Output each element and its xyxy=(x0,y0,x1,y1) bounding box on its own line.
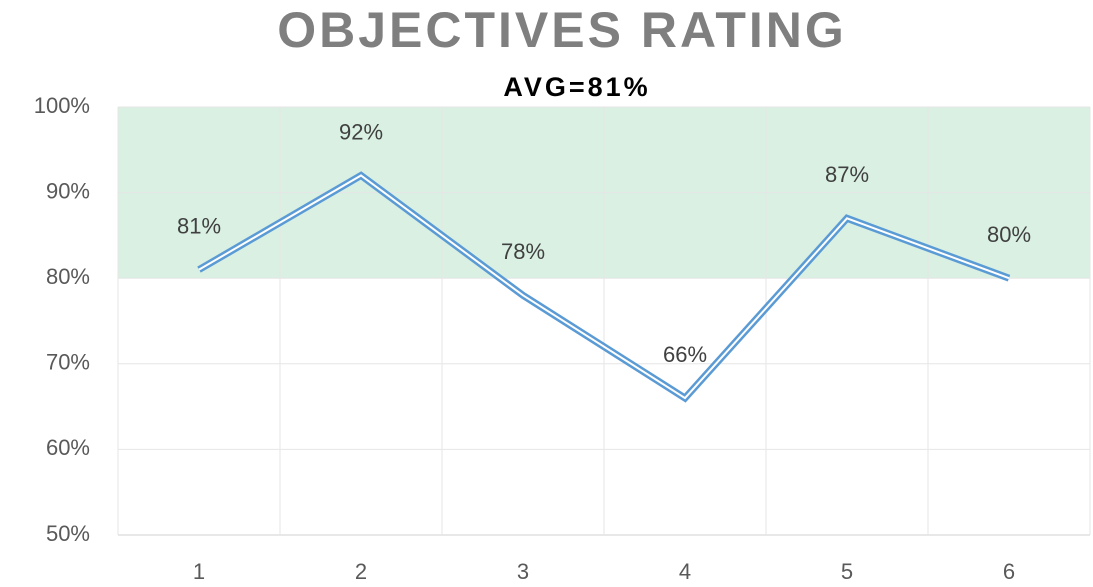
x-tick-label: 3 xyxy=(517,559,529,584)
y-tick-label: 50% xyxy=(46,521,90,546)
x-tick-label: 6 xyxy=(1003,559,1015,584)
chart-subtitle: AVG=81% xyxy=(503,72,650,102)
y-tick-label: 100% xyxy=(34,93,90,118)
x-tick-label: 2 xyxy=(355,559,367,584)
line-inner xyxy=(198,174,1010,400)
x-tick-label: 5 xyxy=(841,559,853,584)
x-tick-label: 1 xyxy=(193,559,205,584)
data-label: 81% xyxy=(177,213,221,238)
y-tick-label: 60% xyxy=(46,435,90,460)
data-label: 66% xyxy=(663,342,707,367)
chart-title: OBJECTIVES RATING xyxy=(277,2,847,58)
data-label: 80% xyxy=(987,222,1031,247)
data-label: 92% xyxy=(339,119,383,144)
y-tick-label: 90% xyxy=(46,178,90,203)
data-label: 78% xyxy=(501,239,545,264)
y-tick-label: 70% xyxy=(46,350,90,375)
x-tick-label: 4 xyxy=(679,559,691,584)
data-label: 87% xyxy=(825,162,869,187)
y-tick-label: 80% xyxy=(46,264,90,289)
